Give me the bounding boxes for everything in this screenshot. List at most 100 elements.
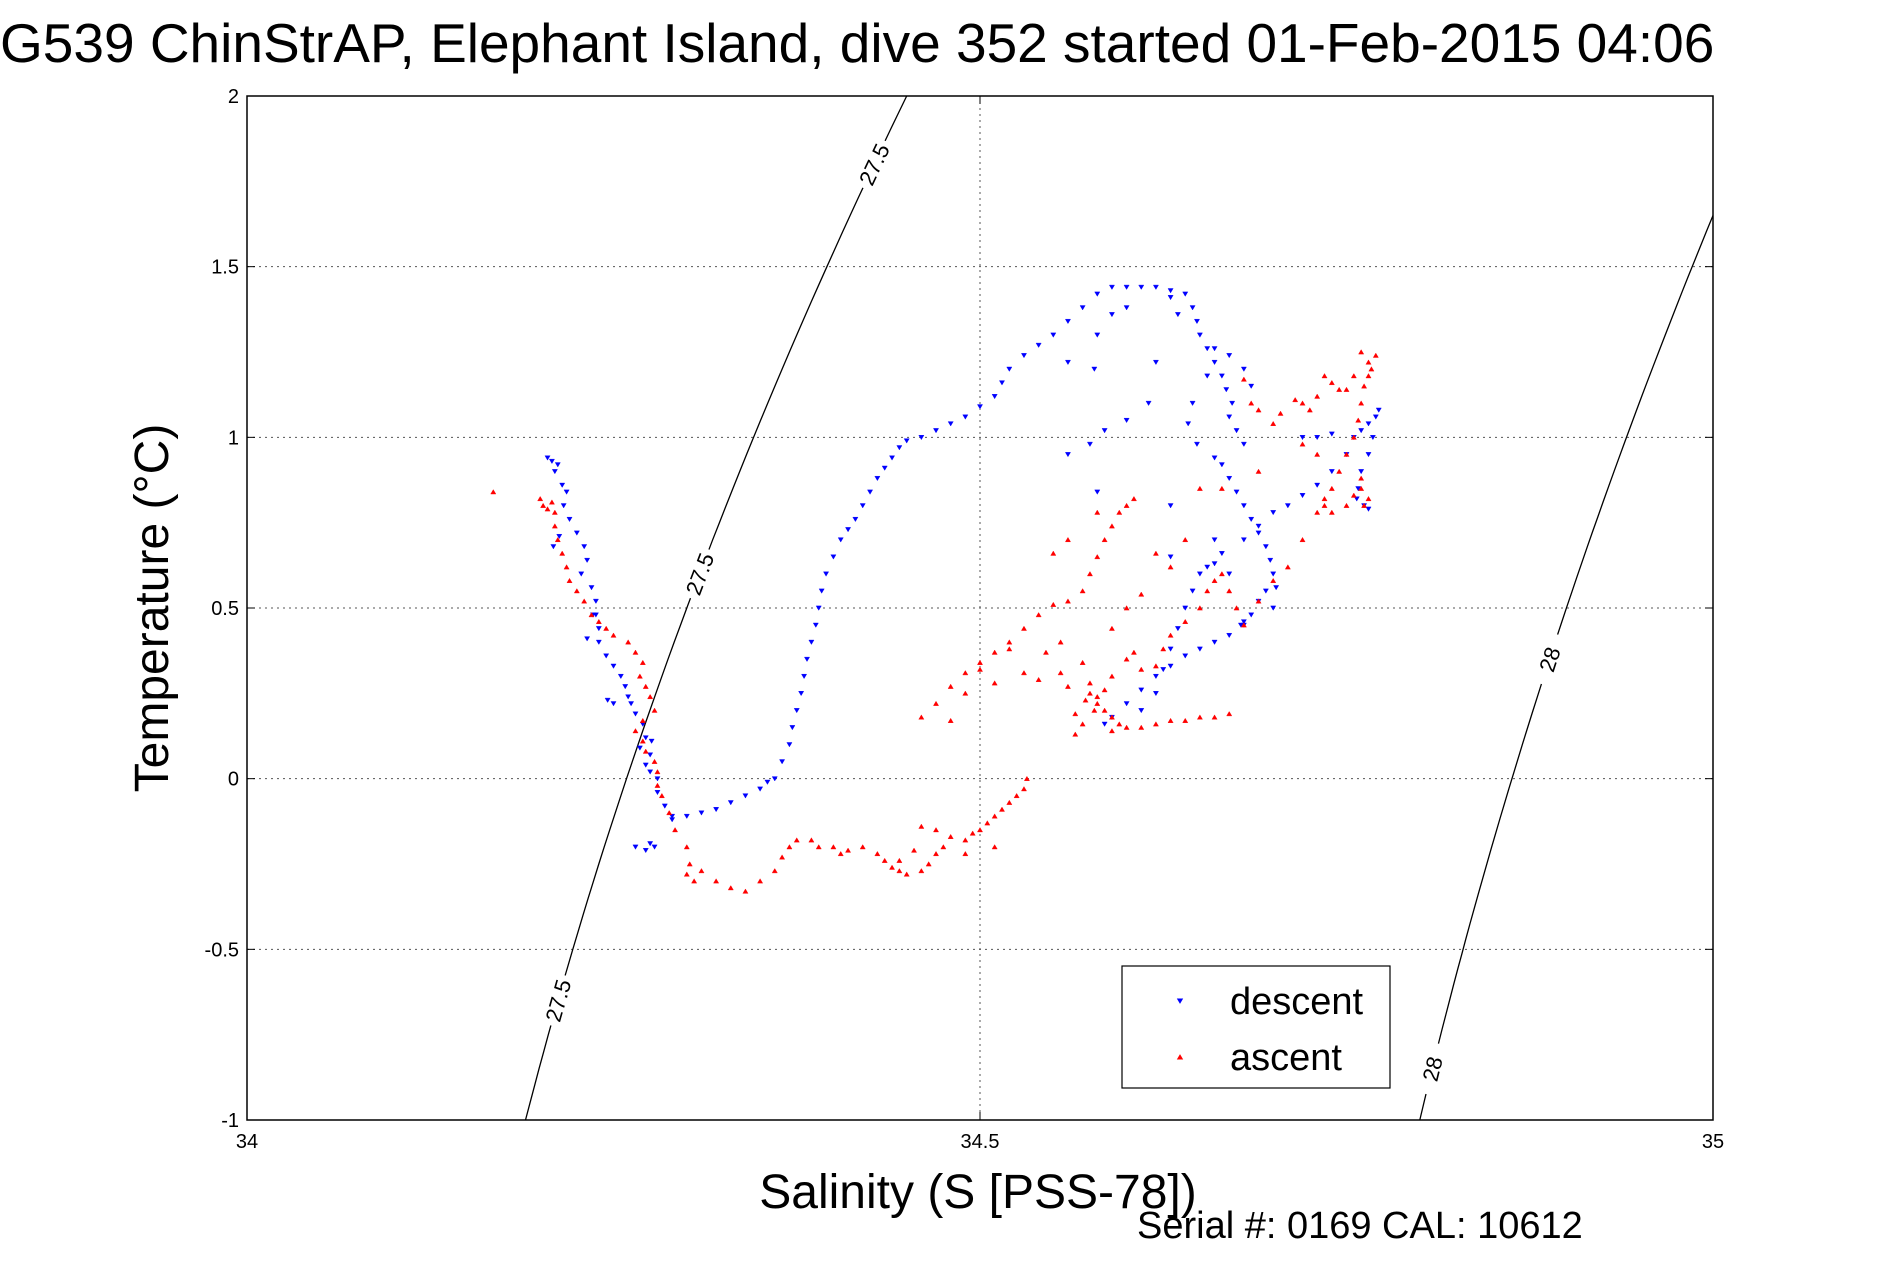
ascent-point bbox=[573, 588, 580, 594]
ascent-point bbox=[786, 844, 793, 850]
ascent-point bbox=[1196, 485, 1203, 491]
descent-point bbox=[1262, 588, 1269, 594]
descent-point bbox=[1091, 366, 1098, 372]
descent-point bbox=[1358, 469, 1365, 475]
descent-point bbox=[584, 557, 591, 563]
descent-point bbox=[764, 779, 771, 785]
ascent-point bbox=[771, 868, 778, 874]
ascent-point bbox=[918, 868, 925, 874]
descent-point bbox=[1358, 428, 1365, 434]
descent-point bbox=[1185, 421, 1192, 427]
descent-point bbox=[1226, 353, 1233, 359]
ascent-point bbox=[1321, 373, 1328, 379]
ascent-point bbox=[1368, 366, 1375, 372]
serial-footer: Serial #: 0169 CAL: 10612 bbox=[1137, 1205, 1583, 1247]
descent-point bbox=[578, 571, 585, 577]
ascent-point bbox=[962, 690, 969, 696]
ascent-point bbox=[490, 489, 497, 495]
ascent-point bbox=[1057, 670, 1064, 676]
descent-point bbox=[647, 769, 654, 775]
descent-point bbox=[1194, 441, 1200, 447]
descent-point bbox=[1270, 605, 1277, 611]
axis-ticks: 34 34.5 35 -1 -0.5 0 0.5 1 1.5 2 bbox=[205, 86, 1725, 1153]
descent-point bbox=[588, 585, 595, 591]
descent-point bbox=[1021, 353, 1027, 359]
legend-marker-ascent bbox=[1176, 1054, 1184, 1060]
ascent-point bbox=[1196, 605, 1203, 611]
descent-point bbox=[1211, 561, 1218, 567]
ascent-point bbox=[1361, 383, 1368, 389]
ascent-point bbox=[911, 847, 917, 853]
ascent-point bbox=[551, 509, 558, 515]
ascent-point bbox=[1108, 728, 1115, 734]
descent-point bbox=[1138, 687, 1145, 693]
ascent-point bbox=[1336, 386, 1343, 392]
ascent-point bbox=[881, 857, 888, 863]
descent-point bbox=[933, 428, 939, 434]
descent-point bbox=[622, 684, 629, 690]
ascent-point bbox=[889, 864, 895, 870]
descent-point bbox=[1006, 366, 1013, 372]
ascent-point bbox=[1343, 386, 1350, 392]
descent-point bbox=[592, 612, 599, 618]
descent-point bbox=[789, 725, 796, 731]
descent-point bbox=[1094, 489, 1101, 495]
descent-point bbox=[859, 503, 866, 509]
ascent-point bbox=[933, 827, 939, 833]
descent-point bbox=[595, 626, 602, 632]
descent-point bbox=[889, 455, 895, 461]
ascent-point bbox=[1082, 697, 1089, 703]
descent-point bbox=[815, 605, 822, 611]
descent-point bbox=[1167, 503, 1174, 509]
descent-point bbox=[1299, 435, 1306, 441]
ascent-point bbox=[808, 837, 815, 843]
ascent-point bbox=[1292, 397, 1299, 403]
ascent-point bbox=[1321, 496, 1328, 502]
ascent-point bbox=[1328, 485, 1335, 491]
legend-box bbox=[1121, 965, 1391, 1089]
ascent-point bbox=[651, 707, 658, 713]
ascent-point bbox=[779, 854, 786, 860]
descent-point bbox=[1365, 421, 1372, 427]
ascent-point bbox=[625, 639, 632, 645]
descent-point bbox=[1226, 571, 1233, 577]
descent-point bbox=[581, 544, 588, 550]
y-tick-label: 2 bbox=[228, 86, 239, 108]
descent-point bbox=[1365, 452, 1372, 458]
descent-point bbox=[1211, 346, 1218, 352]
descent-point bbox=[1182, 291, 1189, 297]
descent-point bbox=[642, 762, 649, 768]
ascent-point bbox=[962, 670, 969, 676]
descent-point bbox=[1065, 319, 1071, 325]
ascent-point bbox=[540, 502, 547, 508]
ascent-point bbox=[1072, 711, 1079, 717]
legend-marker-descent bbox=[1176, 998, 1184, 1004]
ascent-point bbox=[639, 717, 646, 723]
descent-point bbox=[1255, 530, 1262, 536]
ascent-point bbox=[1108, 625, 1115, 631]
descent-point bbox=[1240, 503, 1247, 509]
x-tick-label: 34 bbox=[236, 1131, 258, 1153]
ascent-point bbox=[918, 823, 925, 829]
ascent-point bbox=[636, 673, 643, 679]
ascent-point bbox=[1299, 536, 1306, 543]
descent-point bbox=[786, 742, 793, 748]
descent-point bbox=[727, 800, 734, 806]
ascent-point bbox=[969, 830, 976, 836]
descent-point bbox=[1167, 295, 1174, 301]
ascent-point bbox=[830, 844, 837, 850]
ascent-point bbox=[1365, 373, 1372, 379]
descent-point bbox=[1101, 428, 1108, 434]
ascent-point bbox=[793, 837, 800, 843]
ascent-point bbox=[1211, 577, 1218, 583]
ascent-point bbox=[1240, 376, 1247, 382]
ascent-point bbox=[632, 649, 639, 655]
descent-point bbox=[1152, 359, 1159, 365]
ascent-point bbox=[947, 683, 954, 689]
ascent-point bbox=[647, 694, 654, 700]
descent-point bbox=[818, 588, 825, 594]
ascent-point bbox=[544, 506, 551, 512]
descent-point bbox=[801, 673, 808, 680]
descent-point bbox=[1189, 588, 1196, 594]
